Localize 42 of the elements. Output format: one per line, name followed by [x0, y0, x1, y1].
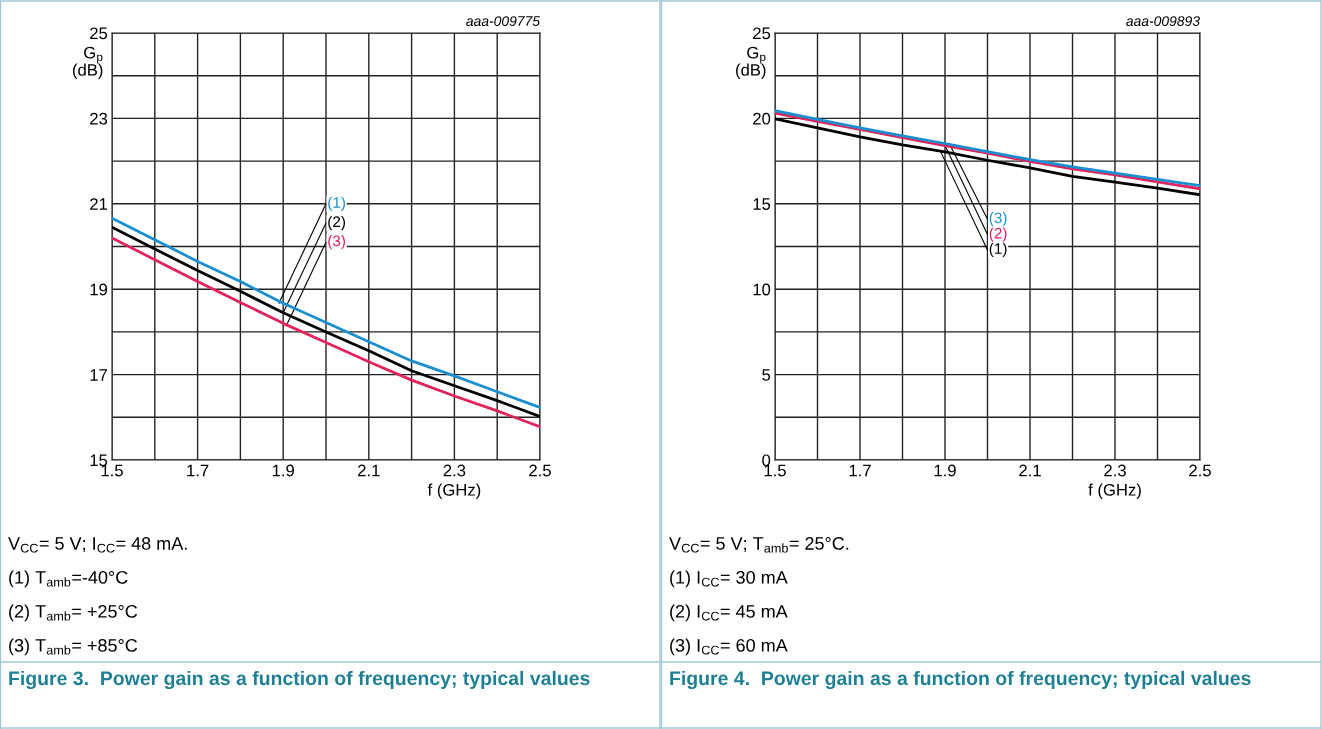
text: Figure 3. Power gain as a function of frequency; typical values [9, 670, 590, 690]
text: (2) I$_{CC}$= 45 mA [670, 604, 788, 622]
y-tick-label: 15 [753, 198, 771, 210]
y-tick-label: 5 [762, 369, 771, 381]
y-tick-label: 21 [90, 198, 108, 210]
text: V$_{CC}$= 5 V; I$_{CC}$= 48 mA. [8, 537, 187, 553]
text: (1) I$_{CC}$= 30 mA [670, 570, 788, 588]
text: aaa-009893 [1126, 16, 1200, 26]
x-tick-label: 1.9 [934, 464, 956, 477]
y-tick-label: 10 [753, 283, 771, 296]
text: (2) [989, 227, 1007, 242]
x-tick-label: 2.3 [1104, 464, 1126, 477]
text: aaa-009775 [466, 16, 541, 26]
y-axis-title: G$_{p}$ (dB) [72, 46, 103, 80]
text: (1) T$_{amb}$=-40°C [9, 570, 128, 588]
y-tick-label: 19 [90, 283, 108, 296]
text: Figure 4. Power gain as a function of frequency; typical values [670, 670, 1251, 690]
x-axis-title: f (GHz) [427, 483, 481, 500]
y-tick-label: 23 [90, 112, 108, 125]
y-tick-label: 20 [753, 112, 771, 125]
y-tick-label: 25 [753, 27, 771, 40]
text: (2) [328, 215, 346, 231]
y-axis-title: G$_{p}$ (dB) [736, 46, 766, 80]
x-tick-label: 2.1 [1019, 464, 1041, 477]
x-tick-label: 1.7 [187, 464, 209, 477]
text: (1) [328, 196, 346, 211]
y-tick-label: 25 [90, 27, 108, 40]
text: (3) [989, 212, 1007, 227]
x-tick-label: 1.7 [849, 464, 871, 477]
x-tick-label: 2.3 [443, 464, 466, 477]
x-tick-label: 2.5 [529, 464, 551, 477]
x-axis-title: f (GHz) [1088, 483, 1141, 500]
text: V$_{CC}$= 5 V; T$_{amb}$= 25°C. [669, 537, 849, 553]
text: (3) T$_{amb}$= +85°C [9, 638, 138, 656]
text: (2) T$_{amb}$= +25°C [9, 604, 138, 622]
text: (1) [989, 242, 1007, 258]
x-tick-label: 1.9 [272, 464, 294, 477]
text: (3) I$_{CC}$= 60 mA [670, 638, 788, 656]
y-tick-label: 17 [90, 369, 107, 381]
x-tick-label: 2.1 [358, 464, 380, 477]
text: (3) [328, 235, 346, 250]
x-tick-label: 2.5 [1189, 464, 1211, 477]
